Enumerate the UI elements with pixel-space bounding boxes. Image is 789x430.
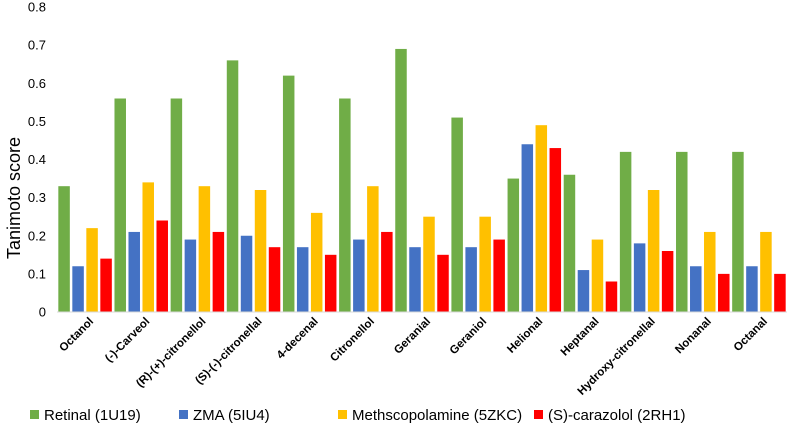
y-axis-label: Tanimoto score — [4, 137, 24, 259]
bar — [324, 254, 337, 312]
bar — [676, 151, 688, 312]
bar — [58, 186, 70, 312]
bar — [535, 125, 548, 312]
y-axis-ticks: 0 0.1 0.2 0.3 0.4 0.5 0.6 0.7 0.8 — [28, 0, 46, 320]
bar — [746, 266, 758, 312]
bar — [619, 151, 632, 312]
bar — [760, 231, 772, 312]
bar — [268, 247, 281, 312]
legend-label: Methscopolamine (5ZKC) — [352, 407, 522, 424]
bar — [353, 239, 365, 312]
legend-label: Retinal (1U19) — [44, 407, 141, 424]
bar — [704, 231, 716, 312]
bar — [774, 273, 786, 312]
category-label: (-)-Carveol — [103, 316, 152, 365]
bar — [423, 216, 435, 312]
category-label: Geranial — [392, 316, 433, 357]
bar — [591, 239, 604, 312]
category-label: Nonanal — [673, 316, 714, 357]
category-label: Octanol — [57, 316, 96, 355]
y-tick-label: 0 — [39, 305, 46, 320]
bar — [282, 75, 295, 312]
bar — [437, 254, 449, 312]
bar — [718, 273, 730, 312]
bar — [72, 266, 84, 312]
legend-swatch — [338, 410, 347, 419]
bar — [170, 98, 183, 312]
bar — [339, 98, 351, 312]
bar — [647, 190, 660, 312]
bar — [367, 186, 379, 312]
bar — [212, 231, 225, 312]
category-label: Helional — [505, 316, 545, 356]
bar — [296, 247, 309, 312]
bar — [563, 174, 576, 312]
bar — [156, 220, 168, 312]
category-label: Citronellol — [328, 316, 377, 365]
bar — [381, 231, 393, 312]
x-axis-categories: Octanol (-)-Carveol(R)-(+)-citronellol(S)… — [57, 316, 770, 398]
bar — [661, 251, 674, 312]
y-tick-label: 0.3 — [28, 190, 46, 205]
bar — [100, 258, 112, 312]
y-tick-label: 0.5 — [28, 114, 46, 129]
legend-swatch — [30, 410, 39, 419]
bar — [577, 270, 590, 312]
bar — [493, 239, 505, 312]
legend-label: ZMA (5IU4) — [193, 407, 270, 424]
bar — [395, 48, 407, 312]
bar — [732, 151, 744, 312]
bar — [451, 117, 463, 312]
category-label: Octanal — [732, 316, 770, 354]
bar — [549, 148, 562, 312]
bar — [114, 98, 126, 312]
bars — [58, 48, 786, 312]
bar — [310, 212, 323, 312]
bar — [507, 178, 520, 312]
category-label: 4-decenal — [275, 316, 321, 362]
legend: Retinal (1U19) ZMA (5IU4) Methscopolamine … — [30, 407, 686, 424]
bar — [142, 182, 154, 312]
category-label: Heptanal — [559, 316, 602, 359]
bar — [240, 235, 253, 312]
category-label: Geraniol — [448, 316, 489, 357]
bar — [633, 243, 646, 312]
y-tick-label: 0.4 — [28, 152, 46, 167]
bar — [479, 216, 491, 312]
legend-label: (S)-carazolol (2RH1) — [548, 407, 686, 424]
bar — [521, 144, 534, 312]
bar — [184, 239, 197, 312]
y-tick-label: 0.1 — [28, 266, 46, 281]
bar — [254, 190, 267, 312]
bar — [690, 266, 702, 312]
bar — [128, 231, 140, 312]
y-tick-label: 0.2 — [28, 228, 46, 243]
bar — [465, 247, 477, 312]
y-tick-label: 0.7 — [28, 38, 46, 53]
legend-swatch — [179, 410, 188, 419]
y-tick-label: 0.8 — [28, 0, 46, 15]
y-tick-label: 0.6 — [28, 76, 46, 91]
bar — [226, 60, 239, 312]
legend-swatch — [534, 410, 543, 419]
bar — [198, 186, 211, 312]
bar — [86, 228, 98, 312]
bar — [409, 247, 421, 312]
bar — [605, 281, 618, 312]
